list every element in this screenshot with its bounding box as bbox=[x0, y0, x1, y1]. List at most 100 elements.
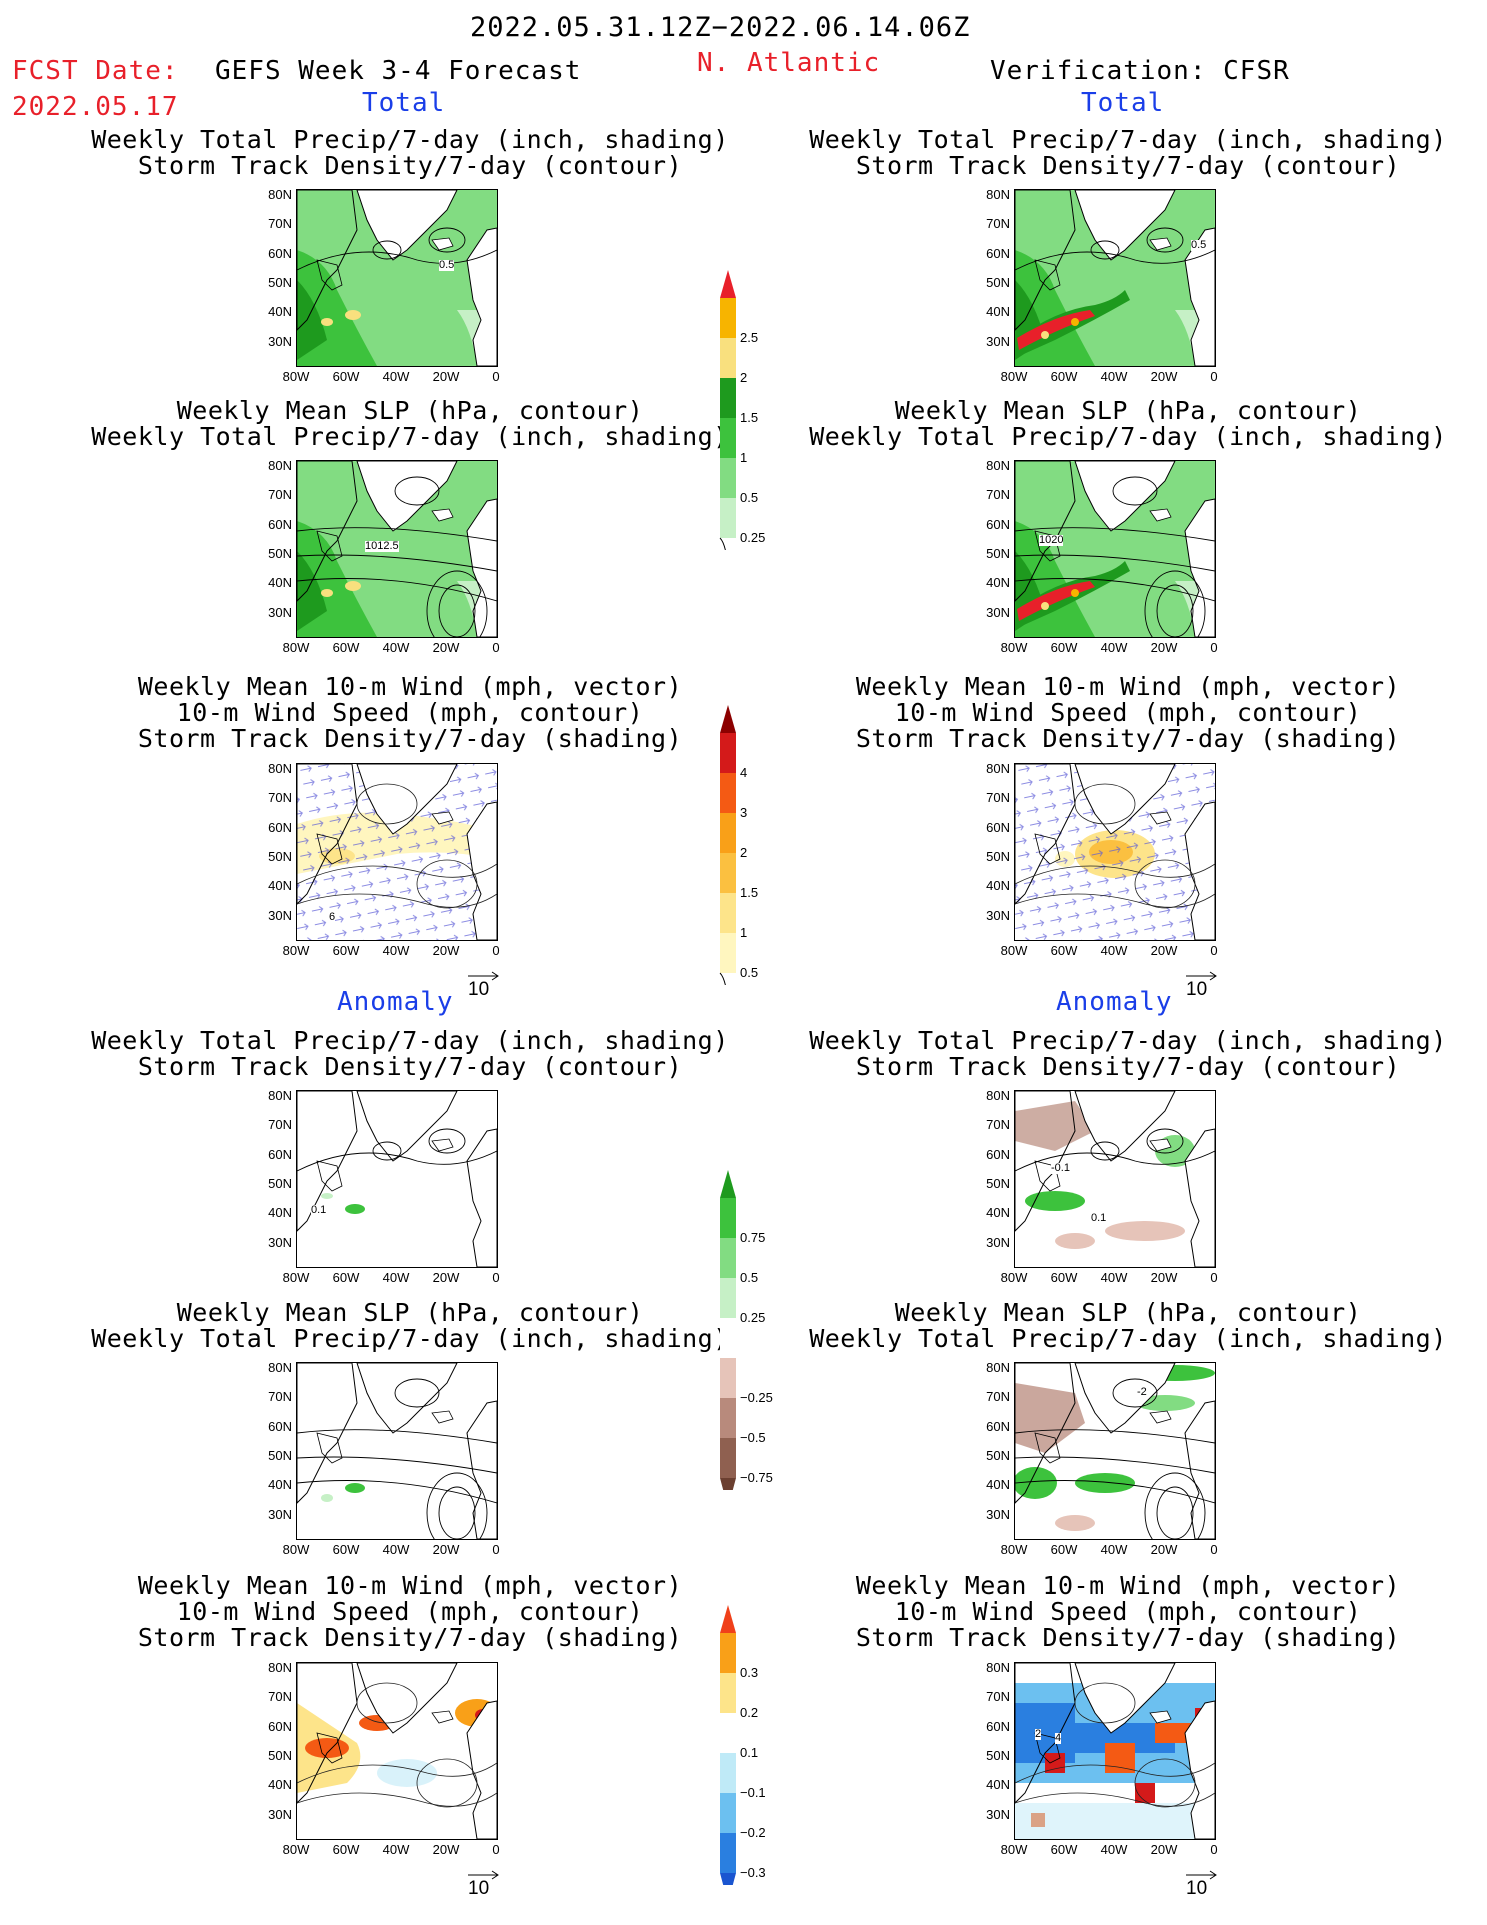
colorbar-label: −0.3 bbox=[740, 1865, 766, 1880]
region-title: N. Atlantic bbox=[697, 48, 881, 78]
lat-tick-label: 70N bbox=[268, 1389, 292, 1405]
lon-tick-label: 0 bbox=[1210, 1542, 1218, 1557]
colorbar-label: −0.1 bbox=[740, 1785, 766, 1800]
colorbar-swatch bbox=[720, 933, 736, 973]
lat-tick-label: 80N bbox=[268, 1088, 292, 1103]
contour-label: 1012.5 bbox=[365, 540, 399, 552]
lat-tick-label: 40N bbox=[268, 304, 292, 320]
panel-title-line: Storm Track Density/7-day (shading) bbox=[137, 1623, 683, 1652]
lon-tick-label: 60W bbox=[332, 943, 360, 958]
lon-tick-label: 20W bbox=[432, 1842, 460, 1857]
lon-tick-label: 40W bbox=[1100, 943, 1128, 958]
lon-tick-label: 40W bbox=[1100, 1542, 1128, 1557]
colorbar-tail bbox=[719, 537, 726, 550]
vector-ref-arrow bbox=[468, 971, 499, 981]
lon-tick-label: 80W bbox=[282, 943, 310, 958]
colorbar-swatch bbox=[720, 458, 736, 498]
panel-title-line: Weekly Total Precip/7-day (inch, shading… bbox=[91, 1026, 729, 1055]
lon-tick-label: 20W bbox=[1150, 1842, 1178, 1857]
lat-tick-label: 60N bbox=[986, 819, 1010, 835]
lat-tick-label: 70N bbox=[986, 790, 1010, 806]
lat-tick-label: 30N bbox=[268, 907, 292, 923]
colorbar-label: 1 bbox=[740, 925, 748, 940]
lat-tick-label: 80N bbox=[986, 1360, 1010, 1375]
lon-tick-label: 80W bbox=[282, 640, 310, 655]
colorbar-label: 0.3 bbox=[740, 1665, 759, 1680]
panel-title-line: Storm Track Density/7-day (shading) bbox=[137, 724, 683, 753]
colorbar-track-anom bbox=[720, 1605, 736, 1885]
colorbar-cap-top bbox=[720, 705, 736, 733]
model-title: GEFS Week 3-4 Forecast bbox=[215, 56, 582, 86]
panel-title-line: Weekly Total Precip/7-day (inch, shading… bbox=[91, 1324, 729, 1353]
colorbar-tail bbox=[719, 972, 726, 985]
lon-tick-label: 40W bbox=[1100, 1842, 1128, 1857]
lat-tick-label: 50N bbox=[268, 848, 292, 864]
lat-tick-label: 40N bbox=[986, 1777, 1010, 1793]
lon-tick-label: 0 bbox=[492, 369, 500, 384]
lat-tick-label: 40N bbox=[268, 1205, 292, 1221]
lon-tick-label: 40W bbox=[382, 640, 410, 655]
lat-tick-label: 50N bbox=[986, 848, 1010, 864]
lon-tick-label: 60W bbox=[1050, 943, 1078, 958]
panel-title-line: Weekly Total Precip/7-day (inch, shading… bbox=[809, 125, 1447, 154]
lat-tick-label: 40N bbox=[986, 878, 1010, 894]
lat-tick-label: 50N bbox=[268, 1447, 292, 1463]
colorbar-swatch bbox=[720, 1673, 736, 1713]
lon-tick-label: 0 bbox=[1210, 1270, 1218, 1285]
lat-tick-label: 40N bbox=[268, 575, 292, 591]
colorbar-label: −0.25 bbox=[740, 1390, 773, 1405]
lat-tick-label: 30N bbox=[268, 1506, 292, 1522]
panel-title-line: Weekly Total Precip/7-day (inch, shading… bbox=[809, 1324, 1447, 1353]
colorbar-swatch bbox=[720, 298, 736, 338]
lon-tick-label: 20W bbox=[432, 369, 460, 384]
lon-tick-label: 0 bbox=[492, 640, 500, 655]
lat-tick-label: 70N bbox=[986, 1389, 1010, 1405]
colorbar-swatch bbox=[720, 1438, 736, 1478]
slp-precip-map: 1012.5 bbox=[296, 460, 498, 638]
colorbar-swatch bbox=[720, 1793, 736, 1833]
panel-title-line: Weekly Mean SLP (hPa, contour) bbox=[894, 396, 1362, 425]
lon-tick-label: 80W bbox=[1000, 1542, 1028, 1557]
colorbar-label: 2 bbox=[740, 370, 748, 385]
colorbar-swatch bbox=[720, 1318, 736, 1358]
lat-tick-label: 40N bbox=[268, 1477, 292, 1493]
vector-ref-label: 10 bbox=[1186, 1878, 1208, 1899]
vector-ref-label: 10 bbox=[1186, 979, 1208, 1000]
lat-tick-label: 60N bbox=[986, 1146, 1010, 1162]
colorbar-swatch bbox=[720, 1198, 736, 1238]
colorbar-label: 0.25 bbox=[740, 530, 766, 545]
contour-label: 4 bbox=[1055, 1732, 1062, 1744]
lat-tick-label: 30N bbox=[986, 333, 1010, 349]
precip-track-map: 0.5 bbox=[1014, 189, 1216, 367]
colorbar-track-total bbox=[719, 705, 736, 985]
lon-tick-label: 80W bbox=[1000, 369, 1028, 384]
contour-label: 6 bbox=[329, 911, 336, 923]
lon-tick-label: 20W bbox=[1150, 1270, 1178, 1285]
panel-title-line: Storm Track Density/7-day (shading) bbox=[855, 724, 1401, 753]
colorbar-swatch bbox=[720, 733, 736, 773]
panel-title-line: Weekly Mean 10-m Wind (mph, vector) bbox=[855, 1571, 1401, 1600]
lat-tick-label: 70N bbox=[986, 1689, 1010, 1705]
colorbar-label: 0.25 bbox=[740, 1310, 766, 1325]
lon-tick-label: 60W bbox=[332, 1542, 360, 1557]
lon-tick-label: 40W bbox=[1100, 369, 1128, 384]
lon-tick-label: 60W bbox=[332, 640, 360, 655]
panel-title-line: Weekly Mean SLP (hPa, contour) bbox=[894, 1298, 1362, 1327]
lat-tick-label: 70N bbox=[268, 790, 292, 806]
colorbar-label: 3 bbox=[740, 805, 748, 820]
lon-tick-label: 40W bbox=[382, 1270, 410, 1285]
colorbar-precip-anom bbox=[720, 1170, 736, 1490]
contour-label: 1020 bbox=[1039, 534, 1064, 546]
lat-tick-label: 70N bbox=[268, 216, 292, 232]
colorbar-swatch bbox=[720, 853, 736, 893]
panel-title-line: Storm Track Density/7-day (contour) bbox=[855, 151, 1401, 180]
fcst-date-label: FCST Date: bbox=[12, 56, 179, 86]
colorbar-swatch bbox=[720, 1358, 736, 1398]
lon-tick-label: 0 bbox=[1210, 640, 1218, 655]
lon-tick-label: 60W bbox=[1050, 1542, 1078, 1557]
contour-label: 2 bbox=[1035, 1728, 1042, 1740]
lon-tick-label: 0 bbox=[1210, 943, 1218, 958]
vector-ref-label: 10 bbox=[468, 979, 490, 1000]
lat-tick-label: 60N bbox=[268, 1146, 292, 1162]
colorbar-swatch bbox=[720, 773, 736, 813]
